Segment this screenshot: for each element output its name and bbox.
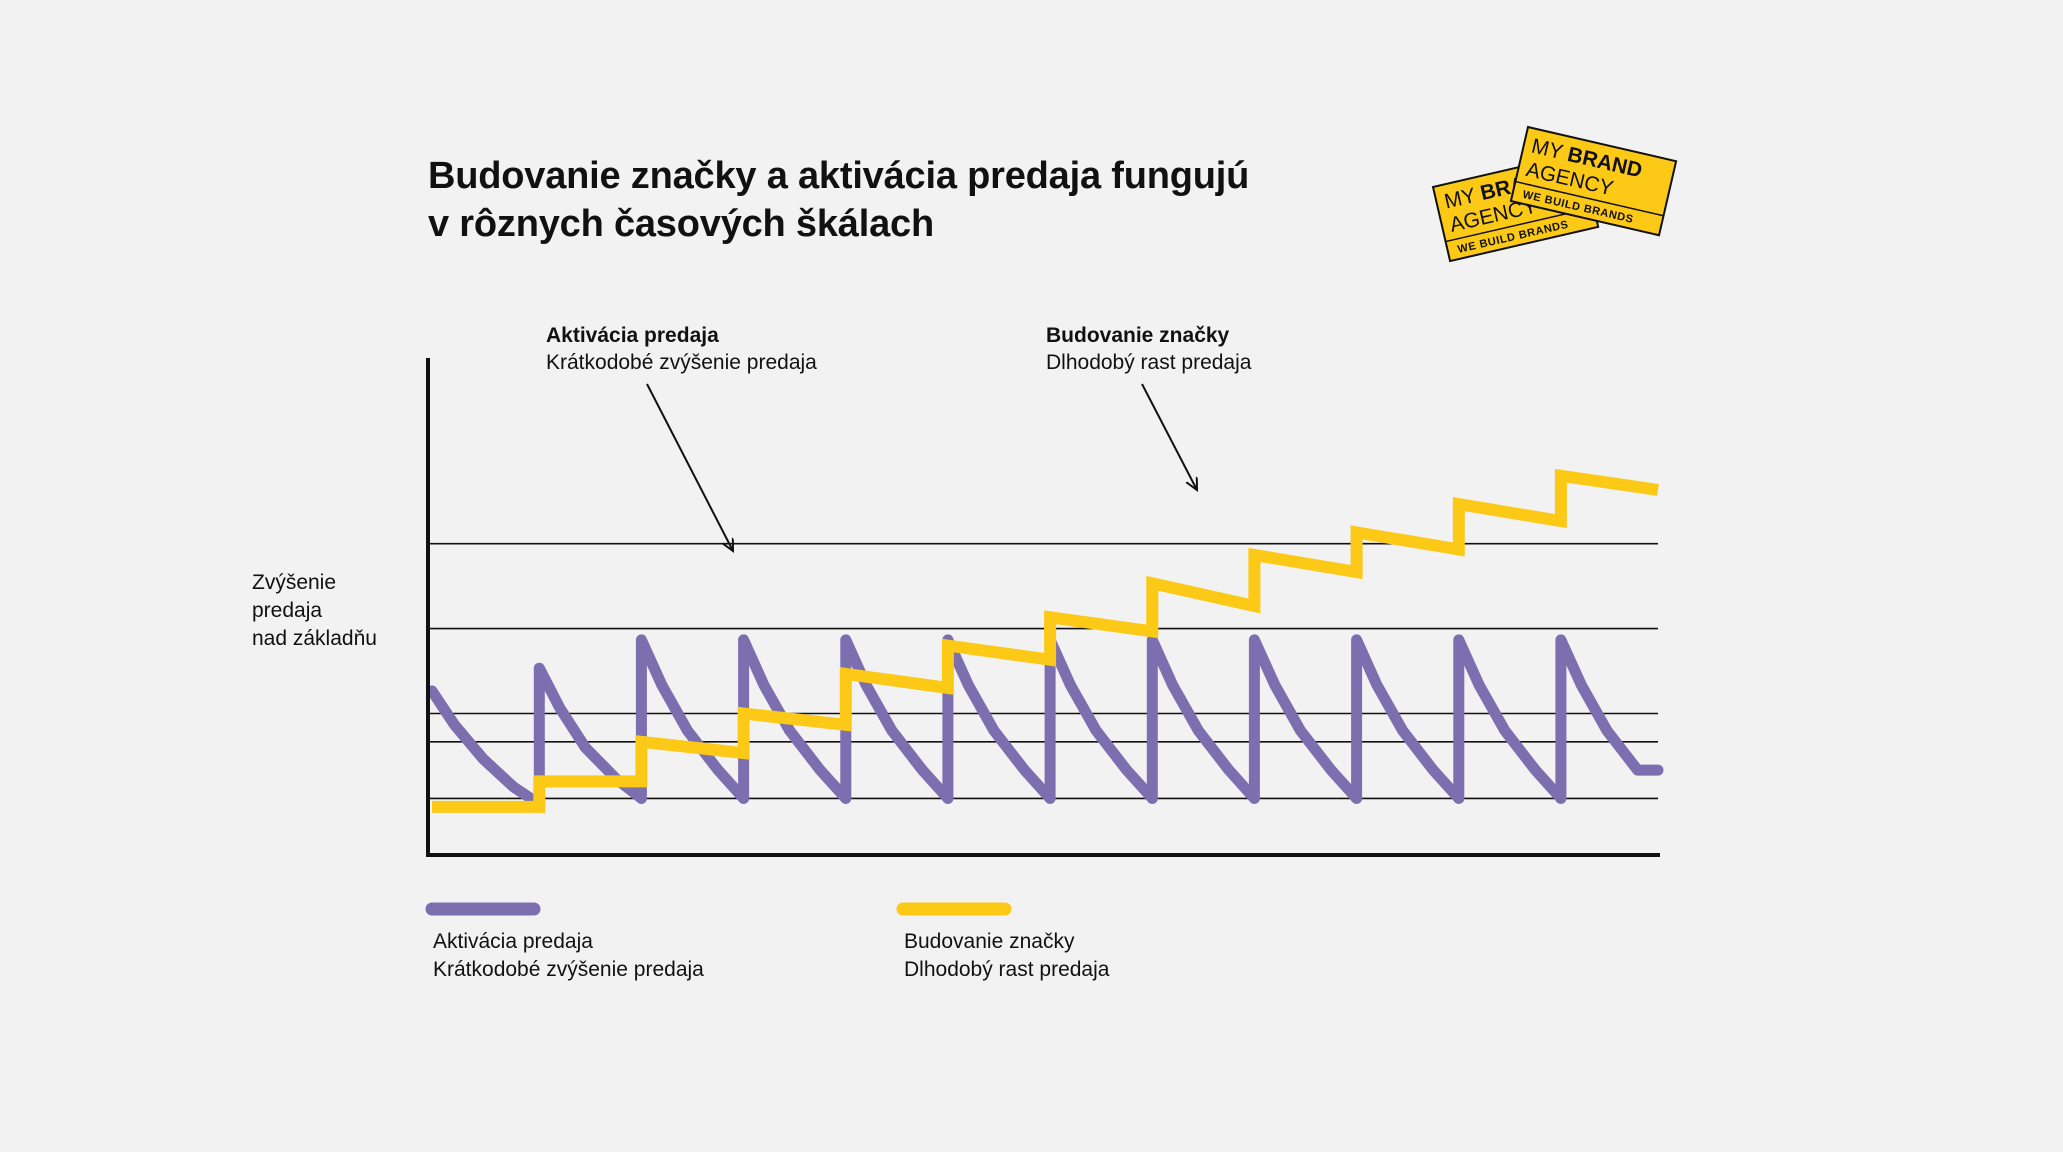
activation-spike-11 — [1555, 634, 1664, 804]
chart-title-line2: v rôznych časových škálach — [428, 203, 934, 245]
activation-spike-4 — [840, 634, 954, 804]
ylabel-line3: nad základňu — [252, 627, 377, 650]
agency-logo: MY BRAND AGENCY WE BUILD BRANDS MY BRAND… — [1431, 125, 1678, 263]
callout-activation-title: Aktivácia predaja — [546, 324, 719, 347]
logo-front-card: MY BRAND AGENCY WE BUILD BRANDS — [1509, 125, 1678, 237]
callout-activation: Aktivácia predaja Krátkodobé zvýšenie pr… — [546, 324, 817, 551]
legend-brand-line2: Dlhodobý rast predaja — [904, 958, 1110, 981]
activation-spike-6 — [1044, 634, 1158, 804]
callout-activation-arrow — [646, 383, 733, 551]
callout-activation-subtitle: Krátkodobé zvýšenie predaja — [546, 351, 817, 374]
brand-building-line — [432, 468, 1659, 813]
activation-spike-3 — [738, 634, 852, 804]
callout-brand: Budovanie značky Dlhodobý rast predaja — [1046, 324, 1252, 490]
activation-spike-10 — [1453, 634, 1567, 804]
callout-brand-arrow — [1141, 383, 1197, 490]
activation-spike-7 — [1146, 634, 1260, 804]
activation-spike-5 — [942, 634, 1056, 804]
activation-spike-0 — [426, 685, 545, 810]
chart-title: Budovanie značky a aktivácia predaja fun… — [428, 152, 1249, 248]
ylabel-line2: predaja — [252, 599, 322, 622]
callout-brand-subtitle: Dlhodobý rast predaja — [1046, 351, 1252, 374]
activation-spike-2 — [635, 634, 750, 804]
series-lines — [426, 468, 1664, 813]
ylabel-line1: Zvýšenie — [252, 571, 336, 594]
legend-brand-line1: Budovanie značky — [904, 930, 1075, 953]
legend: Aktivácia predaja Krátkodobé zvýšenie pr… — [425, 902, 1110, 981]
callout-brand-title: Budovanie značky — [1046, 324, 1230, 347]
legend-activation-line1: Aktivácia predaja — [433, 930, 593, 953]
activation-spike-8 — [1248, 634, 1363, 804]
chart-title-line1: Budovanie značky a aktivácia predaja fun… — [428, 155, 1250, 197]
legend-activation-line2: Krátkodobé zvýšenie predaja — [433, 958, 704, 981]
activation-spike-9 — [1351, 634, 1465, 804]
